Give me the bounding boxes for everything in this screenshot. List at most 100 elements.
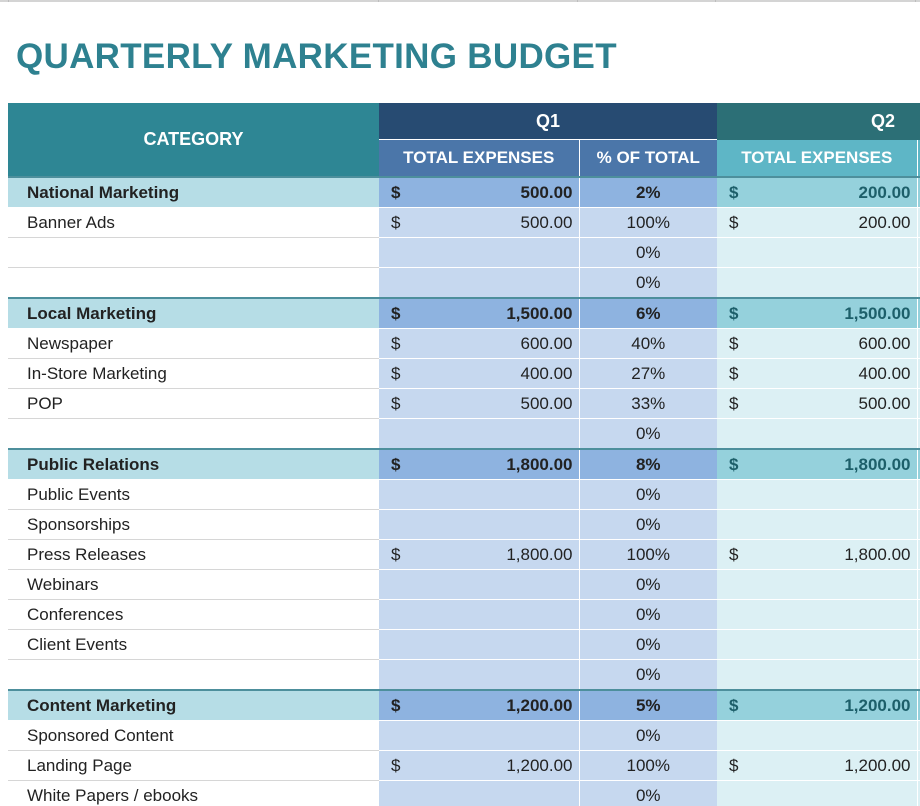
q1-pct-cell[interactable]: 40%	[579, 328, 718, 359]
q2-next-column-cell[interactable]	[916, 479, 920, 510]
q1-expense-cell[interactable]	[379, 780, 580, 806]
q1-expense-cell[interactable]: $1,200.00	[379, 689, 580, 721]
category-cell[interactable]: Banner Ads	[8, 207, 379, 238]
q1-expense-cell[interactable]: $1,800.00	[379, 539, 580, 570]
q2-next-column-cell[interactable]	[916, 720, 920, 751]
q1-expense-cell[interactable]: $1,500.00	[379, 297, 580, 329]
q2-next-column-cell[interactable]	[916, 358, 920, 389]
q2-expense-cell[interactable]	[717, 599, 918, 630]
q2-next-column-cell[interactable]	[916, 689, 920, 721]
q2-expense-cell[interactable]	[717, 659, 918, 691]
q2-expense-cell[interactable]: $200.00	[717, 176, 918, 208]
q1-pct-cell[interactable]: 0%	[579, 569, 718, 600]
q2-next-column-cell[interactable]	[916, 539, 920, 570]
category-cell[interactable]: Sponsored Content	[8, 720, 379, 751]
category-cell[interactable]: Content Marketing	[8, 689, 379, 721]
q1-pct-cell[interactable]: 100%	[579, 539, 718, 570]
q2-expense-cell[interactable]	[717, 629, 918, 660]
q2-next-column-cell[interactable]	[916, 750, 920, 781]
q1-pct-cell[interactable]: 0%	[579, 720, 718, 751]
category-cell[interactable]	[8, 659, 379, 691]
q2-next-column-cell[interactable]	[916, 388, 920, 419]
q2-next-column-cell[interactable]	[916, 509, 920, 540]
q2-expense-cell[interactable]: $200.00	[717, 207, 918, 238]
q2-next-column-cell[interactable]	[916, 569, 920, 600]
q2-expense-cell[interactable]	[717, 267, 918, 299]
category-cell[interactable]: Press Releases	[8, 539, 379, 570]
q2-expense-cell[interactable]	[717, 509, 918, 540]
q2-expense-cell[interactable]: $1,200.00	[717, 750, 918, 781]
category-cell[interactable]: POP	[8, 388, 379, 419]
category-cell[interactable]: Public Events	[8, 479, 379, 510]
q2-expense-cell[interactable]	[717, 418, 918, 450]
q1-expense-cell[interactable]	[379, 569, 580, 600]
q1-expense-cell[interactable]	[379, 720, 580, 751]
category-cell[interactable]: Conferences	[8, 599, 379, 630]
q1-expense-cell[interactable]	[379, 659, 580, 691]
q1-pct-cell[interactable]: 0%	[579, 780, 718, 806]
category-cell[interactable]: National Marketing	[8, 176, 379, 208]
q2-total-expenses-header[interactable]: TOTAL EXPENSES	[717, 139, 918, 177]
q2-expense-cell[interactable]	[717, 569, 918, 600]
q2-next-column-cell[interactable]	[916, 237, 920, 268]
q1-pct-cell[interactable]: 0%	[579, 418, 718, 450]
q2-next-column-cell[interactable]	[916, 328, 920, 359]
q1-pct-cell[interactable]: 6%	[579, 297, 718, 329]
q2-next-column-cell[interactable]	[916, 207, 920, 238]
q1-header[interactable]: Q1	[379, 103, 718, 140]
category-header[interactable]: CATEGORY	[8, 103, 379, 177]
q2-next-column-cell[interactable]	[916, 780, 920, 806]
q1-pct-cell[interactable]: 8%	[579, 448, 718, 480]
q2-expense-cell[interactable]	[717, 720, 918, 751]
q1-total-expenses-header[interactable]: TOTAL EXPENSES	[379, 139, 580, 177]
q2-expense-cell[interactable]: $600.00	[717, 328, 918, 359]
category-cell[interactable]: Public Relations	[8, 448, 379, 480]
q1-pct-cell[interactable]: 27%	[579, 358, 718, 389]
q2-expense-cell[interactable]	[717, 237, 918, 268]
category-cell[interactable]: Local Marketing	[8, 297, 379, 329]
q2-next-column-cell[interactable]	[916, 297, 920, 329]
q1-expense-cell[interactable]: $500.00	[379, 207, 580, 238]
q1-expense-cell[interactable]: $1,200.00	[379, 750, 580, 781]
category-cell[interactable]: Landing Page	[8, 750, 379, 781]
q1-expense-cell[interactable]	[379, 418, 580, 450]
q2-next-column-cell[interactable]	[916, 448, 920, 480]
q2-next-column-cell[interactable]	[916, 599, 920, 630]
q1-expense-cell[interactable]: $1,800.00	[379, 448, 580, 480]
q1-expense-cell[interactable]	[379, 237, 580, 268]
category-cell[interactable]: In-Store Marketing	[8, 358, 379, 389]
q1-expense-cell[interactable]: $600.00	[379, 328, 580, 359]
q1-expense-cell[interactable]	[379, 479, 580, 510]
q2-expense-cell[interactable]: $500.00	[717, 388, 918, 419]
q1-pct-cell[interactable]: 0%	[579, 659, 718, 691]
q1-expense-cell[interactable]	[379, 267, 580, 299]
category-cell[interactable]: Sponsorships	[8, 509, 379, 540]
q1-pct-cell[interactable]: 33%	[579, 388, 718, 419]
category-cell[interactable]: Client Events	[8, 629, 379, 660]
category-cell[interactable]: White Papers / ebooks	[8, 780, 379, 806]
q1-pct-cell[interactable]: 5%	[579, 689, 718, 721]
q2-next-column-cell[interactable]	[916, 629, 920, 660]
q1-expense-cell[interactable]: $400.00	[379, 358, 580, 389]
category-cell[interactable]	[8, 418, 379, 450]
q1-expense-cell[interactable]: $500.00	[379, 176, 580, 208]
q2-header[interactable]: Q2	[717, 103, 918, 140]
q1-pct-cell[interactable]: 0%	[579, 479, 718, 510]
q2-expense-cell[interactable]	[717, 479, 918, 510]
q1-pct-cell[interactable]: 100%	[579, 207, 718, 238]
q2-expense-cell[interactable]: $400.00	[717, 358, 918, 389]
category-cell[interactable]: Webinars	[8, 569, 379, 600]
q1-pct-cell[interactable]: 0%	[579, 237, 718, 268]
q2-expense-cell[interactable]: $1,800.00	[717, 539, 918, 570]
q1-pct-cell[interactable]: 0%	[579, 267, 718, 299]
q2-expense-cell[interactable]	[717, 780, 918, 806]
category-cell[interactable]	[8, 267, 379, 299]
q2-expense-cell[interactable]: $1,200.00	[717, 689, 918, 721]
q2-expense-cell[interactable]: $1,800.00	[717, 448, 918, 480]
q1-pct-cell[interactable]: 2%	[579, 176, 718, 208]
category-cell[interactable]: Newspaper	[8, 328, 379, 359]
q1-pct-cell[interactable]: 0%	[579, 599, 718, 630]
category-cell[interactable]	[8, 237, 379, 268]
q1-pct-cell[interactable]: 0%	[579, 629, 718, 660]
q2-expense-cell[interactable]: $1,500.00	[717, 297, 918, 329]
